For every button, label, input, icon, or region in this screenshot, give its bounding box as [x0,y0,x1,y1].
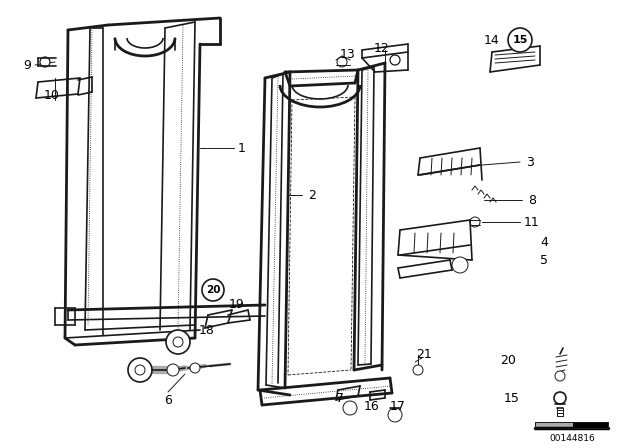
Circle shape [554,392,566,404]
Circle shape [337,57,347,67]
Circle shape [190,363,200,373]
Text: 00144816: 00144816 [549,434,595,443]
Text: 11: 11 [524,215,540,228]
Text: 14: 14 [484,34,500,47]
Text: 13: 13 [340,47,356,60]
Circle shape [388,408,402,422]
Text: 2: 2 [308,189,316,202]
Text: 7: 7 [336,392,344,405]
Circle shape [167,364,179,376]
Text: 15: 15 [512,35,528,45]
Polygon shape [573,422,608,428]
Circle shape [166,330,190,354]
Polygon shape [535,422,573,428]
Text: 9: 9 [23,59,31,72]
Text: 18: 18 [199,323,215,336]
Circle shape [390,55,400,65]
Circle shape [173,337,183,347]
Text: 1: 1 [238,142,246,155]
Text: 10: 10 [44,89,60,102]
Circle shape [202,279,224,301]
Circle shape [508,28,532,52]
Text: 15: 15 [504,392,520,405]
Text: 3: 3 [526,155,534,168]
Text: 19: 19 [229,297,245,310]
Circle shape [128,358,152,382]
Text: 6: 6 [164,393,172,406]
Text: 5: 5 [540,254,548,267]
Text: 21: 21 [416,348,432,361]
Circle shape [555,371,565,381]
Circle shape [470,217,480,227]
Text: 16: 16 [364,400,380,413]
Text: 4: 4 [540,236,548,249]
Circle shape [40,57,50,67]
Circle shape [452,257,468,273]
Text: 17: 17 [390,400,406,413]
Text: 20: 20 [205,285,220,295]
Circle shape [135,365,145,375]
Circle shape [343,401,357,415]
Text: 20: 20 [500,353,516,366]
Text: 8: 8 [528,194,536,207]
Circle shape [413,365,423,375]
Text: 12: 12 [374,42,390,55]
